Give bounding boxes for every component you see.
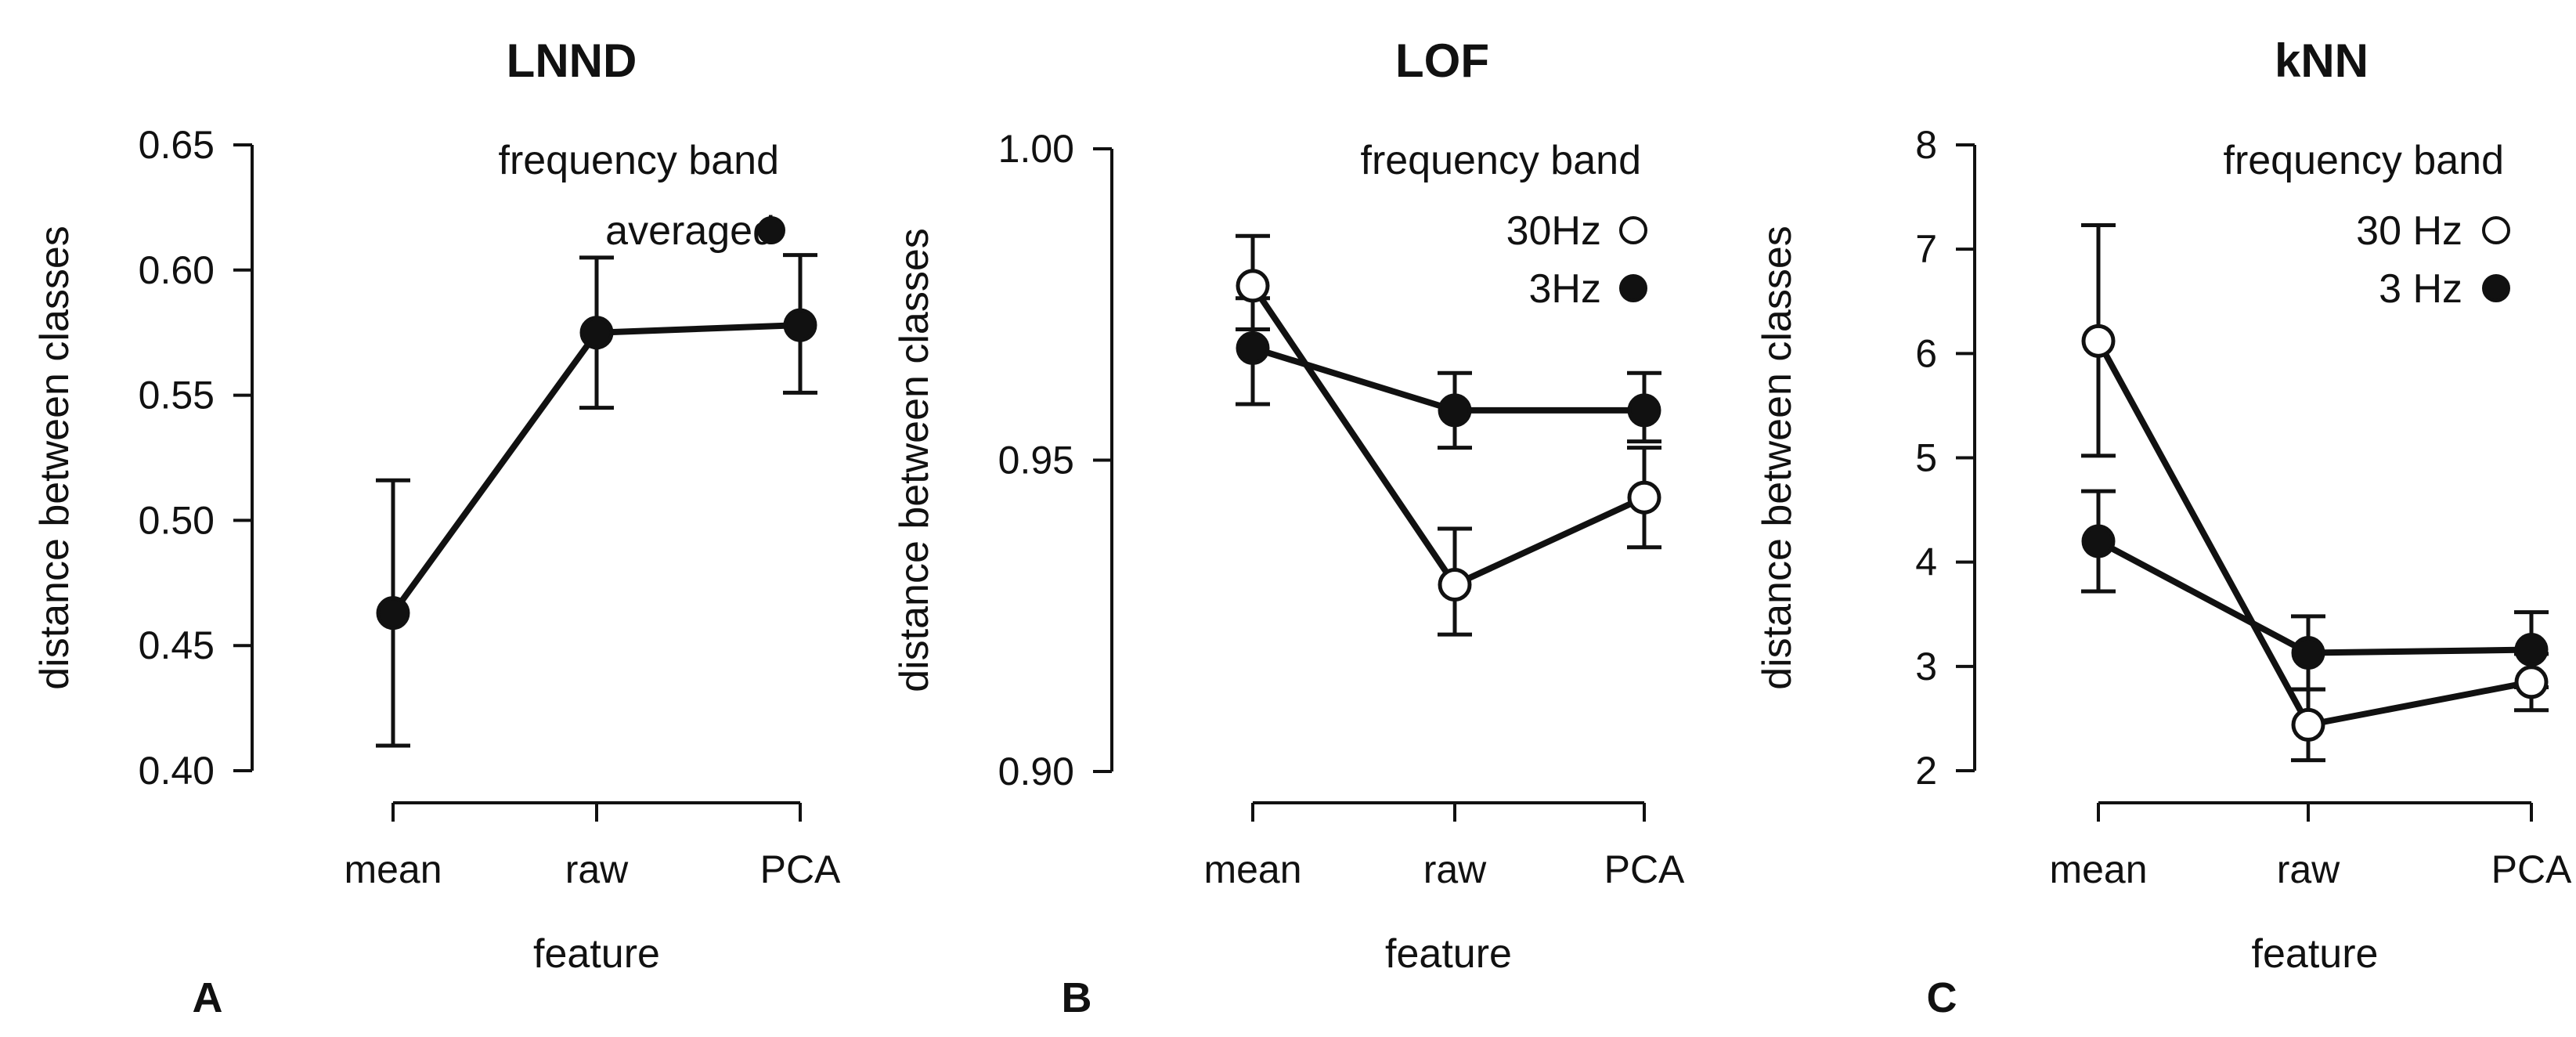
data-point-open [2291, 707, 2325, 742]
x-tick-label: raw [565, 847, 629, 891]
y-tick-label: 0.40 [139, 749, 215, 793]
x-tick-label: mean [1203, 847, 1301, 891]
x-tick-label: PCA [1604, 847, 1685, 891]
y-tick-label: 5 [1915, 436, 1937, 480]
x-tick-label: PCA [2491, 847, 2572, 891]
y-axis-label: distance between classes [32, 226, 78, 690]
chart-title: kNN [2275, 34, 2369, 87]
legend-entry-label: 3Hz [1529, 266, 1601, 312]
y-tick-label: 6 [1915, 331, 1937, 375]
panel-letter: B [1062, 974, 1092, 1021]
y-tick-label: 0.95 [998, 439, 1074, 482]
series-line [2097, 538, 2532, 656]
legend-marker-open [2482, 216, 2510, 244]
data-point-open [2081, 323, 2116, 358]
x-tick-label: mean [344, 847, 442, 891]
x-tick-label: raw [1423, 847, 1487, 891]
data-point-open [2514, 665, 2549, 699]
y-tick-label: 1.00 [998, 127, 1074, 171]
x-tick-label: PCA [760, 847, 841, 891]
y-tick-label: 0.45 [139, 623, 215, 667]
panel-c-knn: kNN C 2 3 4 5 6 7 8 distance between classes mean r… [1755, 34, 2572, 1021]
y-axis-label: distance between classes [1755, 226, 1800, 690]
data-point-open [1236, 269, 1270, 303]
y-tick-label: 0.50 [139, 498, 215, 542]
data-point-filled [2081, 524, 2116, 558]
data-point-filled [2514, 633, 2549, 667]
legend-marker-filled [757, 216, 785, 244]
x-tick-label: mean [2049, 847, 2147, 891]
panel-letter: C [1927, 974, 1957, 1021]
legend-entry-label: 3 Hz [2379, 266, 2462, 312]
data-point-filled [1627, 393, 1661, 428]
legend-entry-label: 30Hz [1506, 208, 1601, 254]
legend-marker-filled [1619, 274, 1647, 302]
chart-title: LNND [507, 34, 637, 87]
x-axis-label: feature [2252, 931, 2379, 977]
data-point-filled [1236, 331, 1270, 365]
legend-entry-label: averaged [605, 208, 775, 254]
data-point-open [1627, 480, 1661, 515]
y-tick-label: 0.90 [998, 750, 1074, 793]
x-axis-label: feature [533, 931, 660, 977]
series-line [1250, 284, 1646, 589]
x-tick-label: raw [2277, 847, 2340, 891]
legend-title: frequency band [1361, 138, 1642, 183]
y-tick-label: 0.55 [139, 374, 215, 417]
legend-title: frequency band [499, 138, 780, 183]
legend-marker-filled [2482, 274, 2510, 302]
y-tick-label: 4 [1915, 540, 1937, 584]
data-point-filled [376, 596, 410, 631]
x-axis-label: feature [1385, 931, 1512, 977]
data-point-open [1438, 568, 1472, 602]
legend-marker-open [1619, 216, 1647, 244]
data-point-filled [1438, 393, 1472, 428]
data-point-filled [579, 316, 614, 350]
data-point-filled [783, 308, 817, 342]
y-tick-label: 8 [1915, 123, 1937, 167]
y-tick-label: 3 [1915, 645, 1937, 688]
panel-a-lnnd: LNND A 0.40 0.45 0.50 0.55 0.60 0.65 distance be… [32, 34, 841, 1021]
y-axis-label: distance between classes [892, 228, 937, 692]
panel-letter: A [193, 974, 223, 1021]
y-tick-label: 0.65 [139, 123, 215, 167]
legend-title: frequency band [2224, 138, 2505, 183]
y-tick-label: 7 [1915, 227, 1937, 271]
panel-b-lof: LOF B 0.90 0.95 1.00 distance between classes… [892, 34, 1685, 1021]
legend-entry-label: 30 Hz [2356, 208, 2462, 254]
y-tick-label: 0.60 [139, 248, 215, 292]
chart-title: LOF [1395, 34, 1489, 87]
data-point-filled [2291, 636, 2325, 670]
y-tick-label: 2 [1915, 749, 1937, 793]
